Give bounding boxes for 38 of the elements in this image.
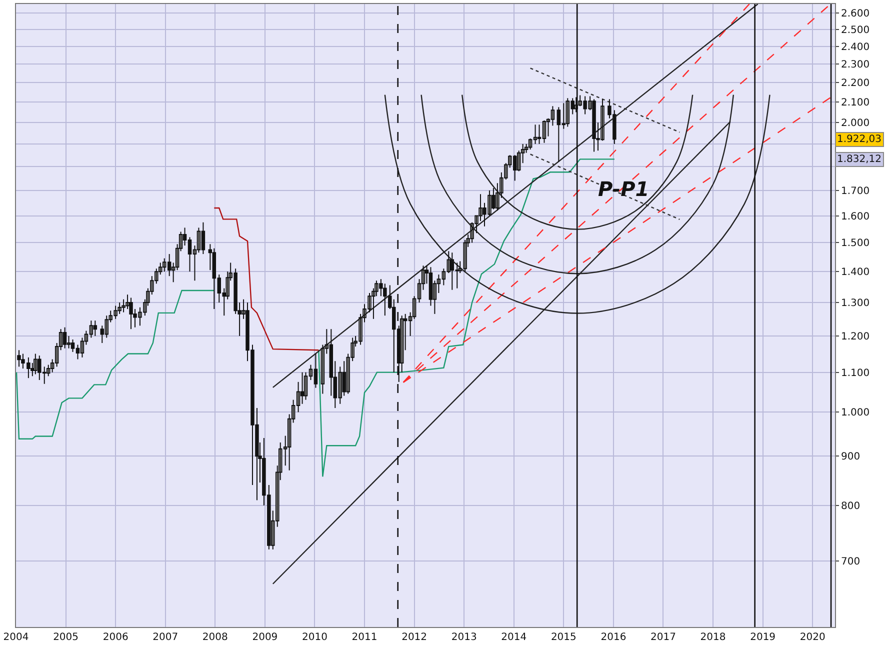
x-tick-label: 2018	[700, 632, 726, 643]
x-tick-label: 2005	[53, 632, 79, 643]
y-tick-label: 700	[841, 556, 860, 568]
y-tick-label: 2.500	[841, 24, 870, 36]
x-tick-label: 2015	[550, 632, 576, 643]
y-tick-label: 1.300	[841, 298, 870, 310]
x-tick-label: 2010	[302, 632, 328, 643]
x-tick-label: 2014	[501, 632, 527, 643]
x-tick-label: 2013	[451, 632, 477, 643]
y-tick-label: 2.000	[841, 118, 870, 130]
x-tick-label: 2019	[750, 632, 776, 643]
annotation: 1.832,12	[837, 154, 882, 165]
x-tick-label: 2008	[202, 632, 228, 643]
x-tick-label: 2006	[102, 632, 128, 643]
y-tick-label: 1.700	[841, 186, 870, 197]
annotation: P-P1	[598, 177, 650, 201]
y-tick-label: 800	[841, 500, 860, 512]
y-tick-label: 2.600	[841, 8, 870, 20]
x-tick-label: 2009	[252, 632, 278, 643]
x-tick-label: 2012	[402, 632, 428, 643]
x-tick-label: 2017	[650, 632, 676, 643]
y-tick-label: 2.400	[841, 42, 870, 53]
x-tick-label: 2007	[152, 632, 178, 643]
x-tick-label: 2020	[800, 632, 826, 643]
annotation: 1.922,03	[837, 134, 882, 145]
x-tick-label: 2004	[3, 632, 29, 643]
y-tick-label: 2.200	[841, 78, 870, 90]
y-tick-label: 1.100	[841, 368, 870, 379]
y-tick-label: 1.200	[841, 331, 870, 342]
y-tick-label: 1.600	[841, 211, 870, 222]
x-tick-label: 2011	[352, 632, 378, 643]
y-tick-label: 1.400	[841, 267, 870, 278]
y-tick-label: 900	[841, 452, 860, 463]
y-tick-label: 2.100	[841, 98, 870, 109]
y-tick-label: 2.300	[841, 60, 870, 71]
y-tick-label: 1.000	[841, 408, 870, 419]
y-tick-label: 1.500	[841, 238, 870, 250]
x-tick-label: 2016	[600, 632, 626, 643]
